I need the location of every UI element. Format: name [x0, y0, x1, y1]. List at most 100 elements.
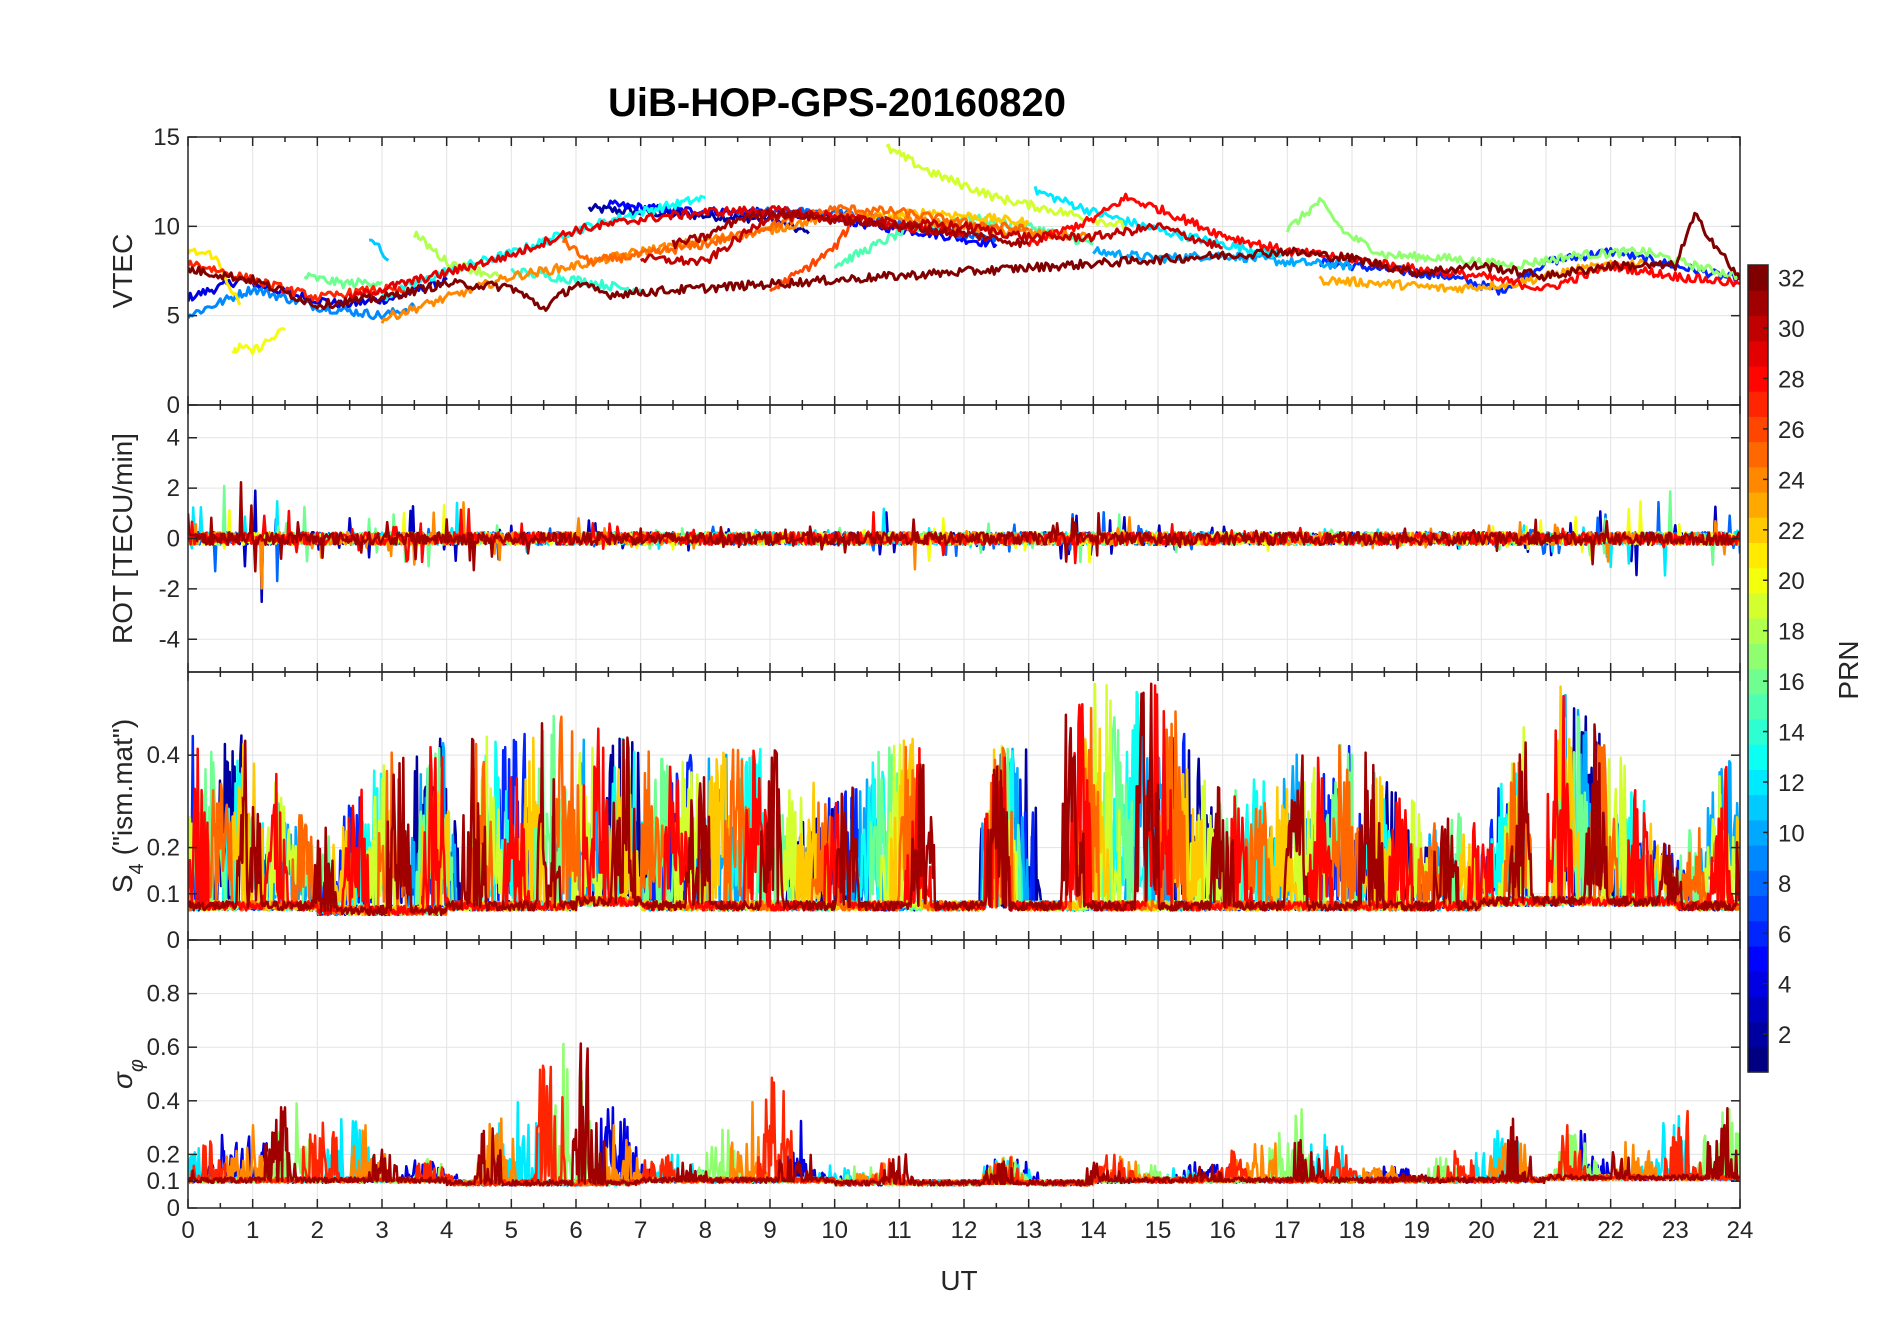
- x-tick-label: 15: [1145, 1217, 1172, 1244]
- series-rot: [188, 480, 1740, 604]
- series-s4: [188, 682, 1740, 917]
- colorbar-segment: [1748, 365, 1768, 392]
- colorbar-tick-label: 18: [1778, 619, 1805, 646]
- colorbar-tick-label: 8: [1778, 871, 1791, 898]
- x-tick-label: 1: [246, 1217, 259, 1244]
- colorbar-segment: [1748, 718, 1768, 745]
- colorbar-tick-label: 22: [1778, 518, 1805, 545]
- s4-prn-31: [188, 682, 1740, 917]
- y-axis-label-sigma: σφ: [107, 1059, 148, 1089]
- x-tick-label: 24: [1727, 1217, 1754, 1244]
- x-tick-label: 4: [440, 1217, 453, 1244]
- y-tick-label-sigma: 0.8: [147, 981, 180, 1008]
- colorbar-segment: [1748, 971, 1768, 997]
- y-tick-label-rot: 2: [167, 475, 180, 502]
- colorbar-segment: [1748, 643, 1768, 670]
- colorbar-segment: [1748, 542, 1768, 569]
- sigma-prn-31: [188, 1042, 1740, 1187]
- colorbar-tick-label: 10: [1778, 820, 1805, 847]
- vtec-prn-16: [303, 272, 384, 290]
- colorbar-tick-label: 16: [1778, 669, 1805, 696]
- x-tick-label: 16: [1209, 1217, 1236, 1244]
- y-tick-label-s4: 0.2: [147, 835, 180, 862]
- colorbar-segment: [1748, 1021, 1768, 1048]
- vtec-prn-32: [188, 211, 1740, 312]
- colorbar-segment: [1748, 895, 1768, 922]
- y-tick-label-sigma: 0.2: [147, 1141, 180, 1168]
- x-tick-label: 9: [763, 1217, 776, 1244]
- y-tick-label-sigma: 0.4: [147, 1088, 180, 1115]
- colorbar-label: PRN: [1833, 640, 1864, 699]
- vtec-prn-14: [510, 267, 642, 295]
- panel-rot: -4 -2 0 2 4 ROT [TECU/min]: [107, 404, 1741, 673]
- colorbar-segment: [1748, 845, 1768, 871]
- colorbar-segment: [1748, 315, 1768, 342]
- y-tick-label-sigma: 0: [167, 1195, 180, 1222]
- colorbar-segment: [1748, 491, 1768, 518]
- x-tick-label: 17: [1274, 1217, 1301, 1244]
- colorbar-tick-label: 2: [1778, 1022, 1791, 1049]
- colorbar-tick-label: 12: [1778, 770, 1805, 797]
- x-tick-label: 3: [375, 1217, 388, 1244]
- x-tick-label: 7: [634, 1217, 647, 1244]
- y-tick-label-s4: 0: [167, 927, 180, 954]
- y-axis-label-rot: ROT [TECU/min]: [107, 433, 138, 644]
- vtec-prn-21: [188, 247, 242, 306]
- colorbar-segment: [1748, 794, 1768, 821]
- colorbar-tick-label: 20: [1778, 568, 1805, 595]
- colorbar-segment: [1748, 441, 1768, 468]
- colorbar-tick-label: 32: [1778, 266, 1805, 293]
- colorbar-tick-label: 26: [1778, 417, 1805, 444]
- vtec-prn-31: [671, 208, 1030, 250]
- x-tick-label: 20: [1468, 1217, 1495, 1244]
- colorbar-segment: [1748, 265, 1768, 291]
- colorbar-segment: [1748, 870, 1768, 897]
- colorbar-tick-label: 14: [1778, 720, 1805, 747]
- x-tick-label: 14: [1080, 1217, 1107, 1244]
- y-tick-label-rot: -2: [159, 576, 180, 603]
- colorbar-segment: [1748, 290, 1768, 317]
- colorbar-segment: [1748, 1046, 1768, 1073]
- vtec-prn-13: [381, 194, 706, 302]
- series-vtec: [188, 143, 1740, 355]
- x-tick-label: 11: [887, 1217, 912, 1244]
- y-tick-label-rot: 0: [167, 526, 180, 553]
- colorbar-segment: [1748, 618, 1768, 644]
- series-sigma: [188, 1042, 1740, 1187]
- panel-s4: 0 0.1 0.2 0.4S4("ism.mat"): [107, 671, 1741, 954]
- s4-prn-28: [188, 684, 1740, 917]
- x-tick-label: 18: [1339, 1217, 1366, 1244]
- y-tick-label-vtec: 15: [153, 124, 180, 151]
- y-axis-label-s4: S4("ism.mat"): [107, 719, 148, 893]
- x-tick-labels: 0 1 2 3 4 5 6 7 8 9 10 11 12 13 14 15 16 17 18 19 20 21 22 23 24: [181, 1217, 1753, 1244]
- colorbar-segment: [1748, 996, 1768, 1023]
- colorbar-tick-label: 28: [1778, 366, 1805, 393]
- x-axis-label: UT: [940, 1265, 977, 1296]
- y-tick-label-rot: -4: [159, 626, 180, 653]
- y-tick-label-vtec: 0: [167, 392, 180, 419]
- colorbar-segment: [1748, 769, 1768, 796]
- colorbar-segment: [1748, 466, 1768, 493]
- colorbar-segment: [1748, 945, 1768, 972]
- x-tick-label: 5: [505, 1217, 518, 1244]
- colorbar-segment: [1748, 693, 1768, 720]
- colorbar-segment: [1748, 391, 1768, 417]
- x-tick-label: 23: [1662, 1217, 1689, 1244]
- vtec-prn-18: [412, 230, 500, 279]
- x-tick-label: 12: [951, 1217, 978, 1244]
- colorbar-segment: [1748, 340, 1768, 367]
- x-tick-label: 21: [1533, 1217, 1560, 1244]
- y-tick-label-rot: 4: [167, 425, 180, 452]
- y-tick-label-sigma: 0.6: [147, 1034, 180, 1061]
- y-tick-label-vtec: 10: [153, 213, 180, 240]
- y-tick-label-s4: 0.4: [147, 742, 180, 769]
- vtec-prn-11: [368, 238, 390, 262]
- chart-title: UiB-HOP-GPS-20160820: [608, 81, 1066, 125]
- x-tick-label: 8: [699, 1217, 712, 1244]
- y-tick-label-vtec: 5: [167, 303, 180, 330]
- x-tick-label: 6: [569, 1217, 582, 1244]
- colorbar-segment: [1748, 819, 1768, 846]
- y-tick-label-sigma: 0.1: [147, 1168, 180, 1195]
